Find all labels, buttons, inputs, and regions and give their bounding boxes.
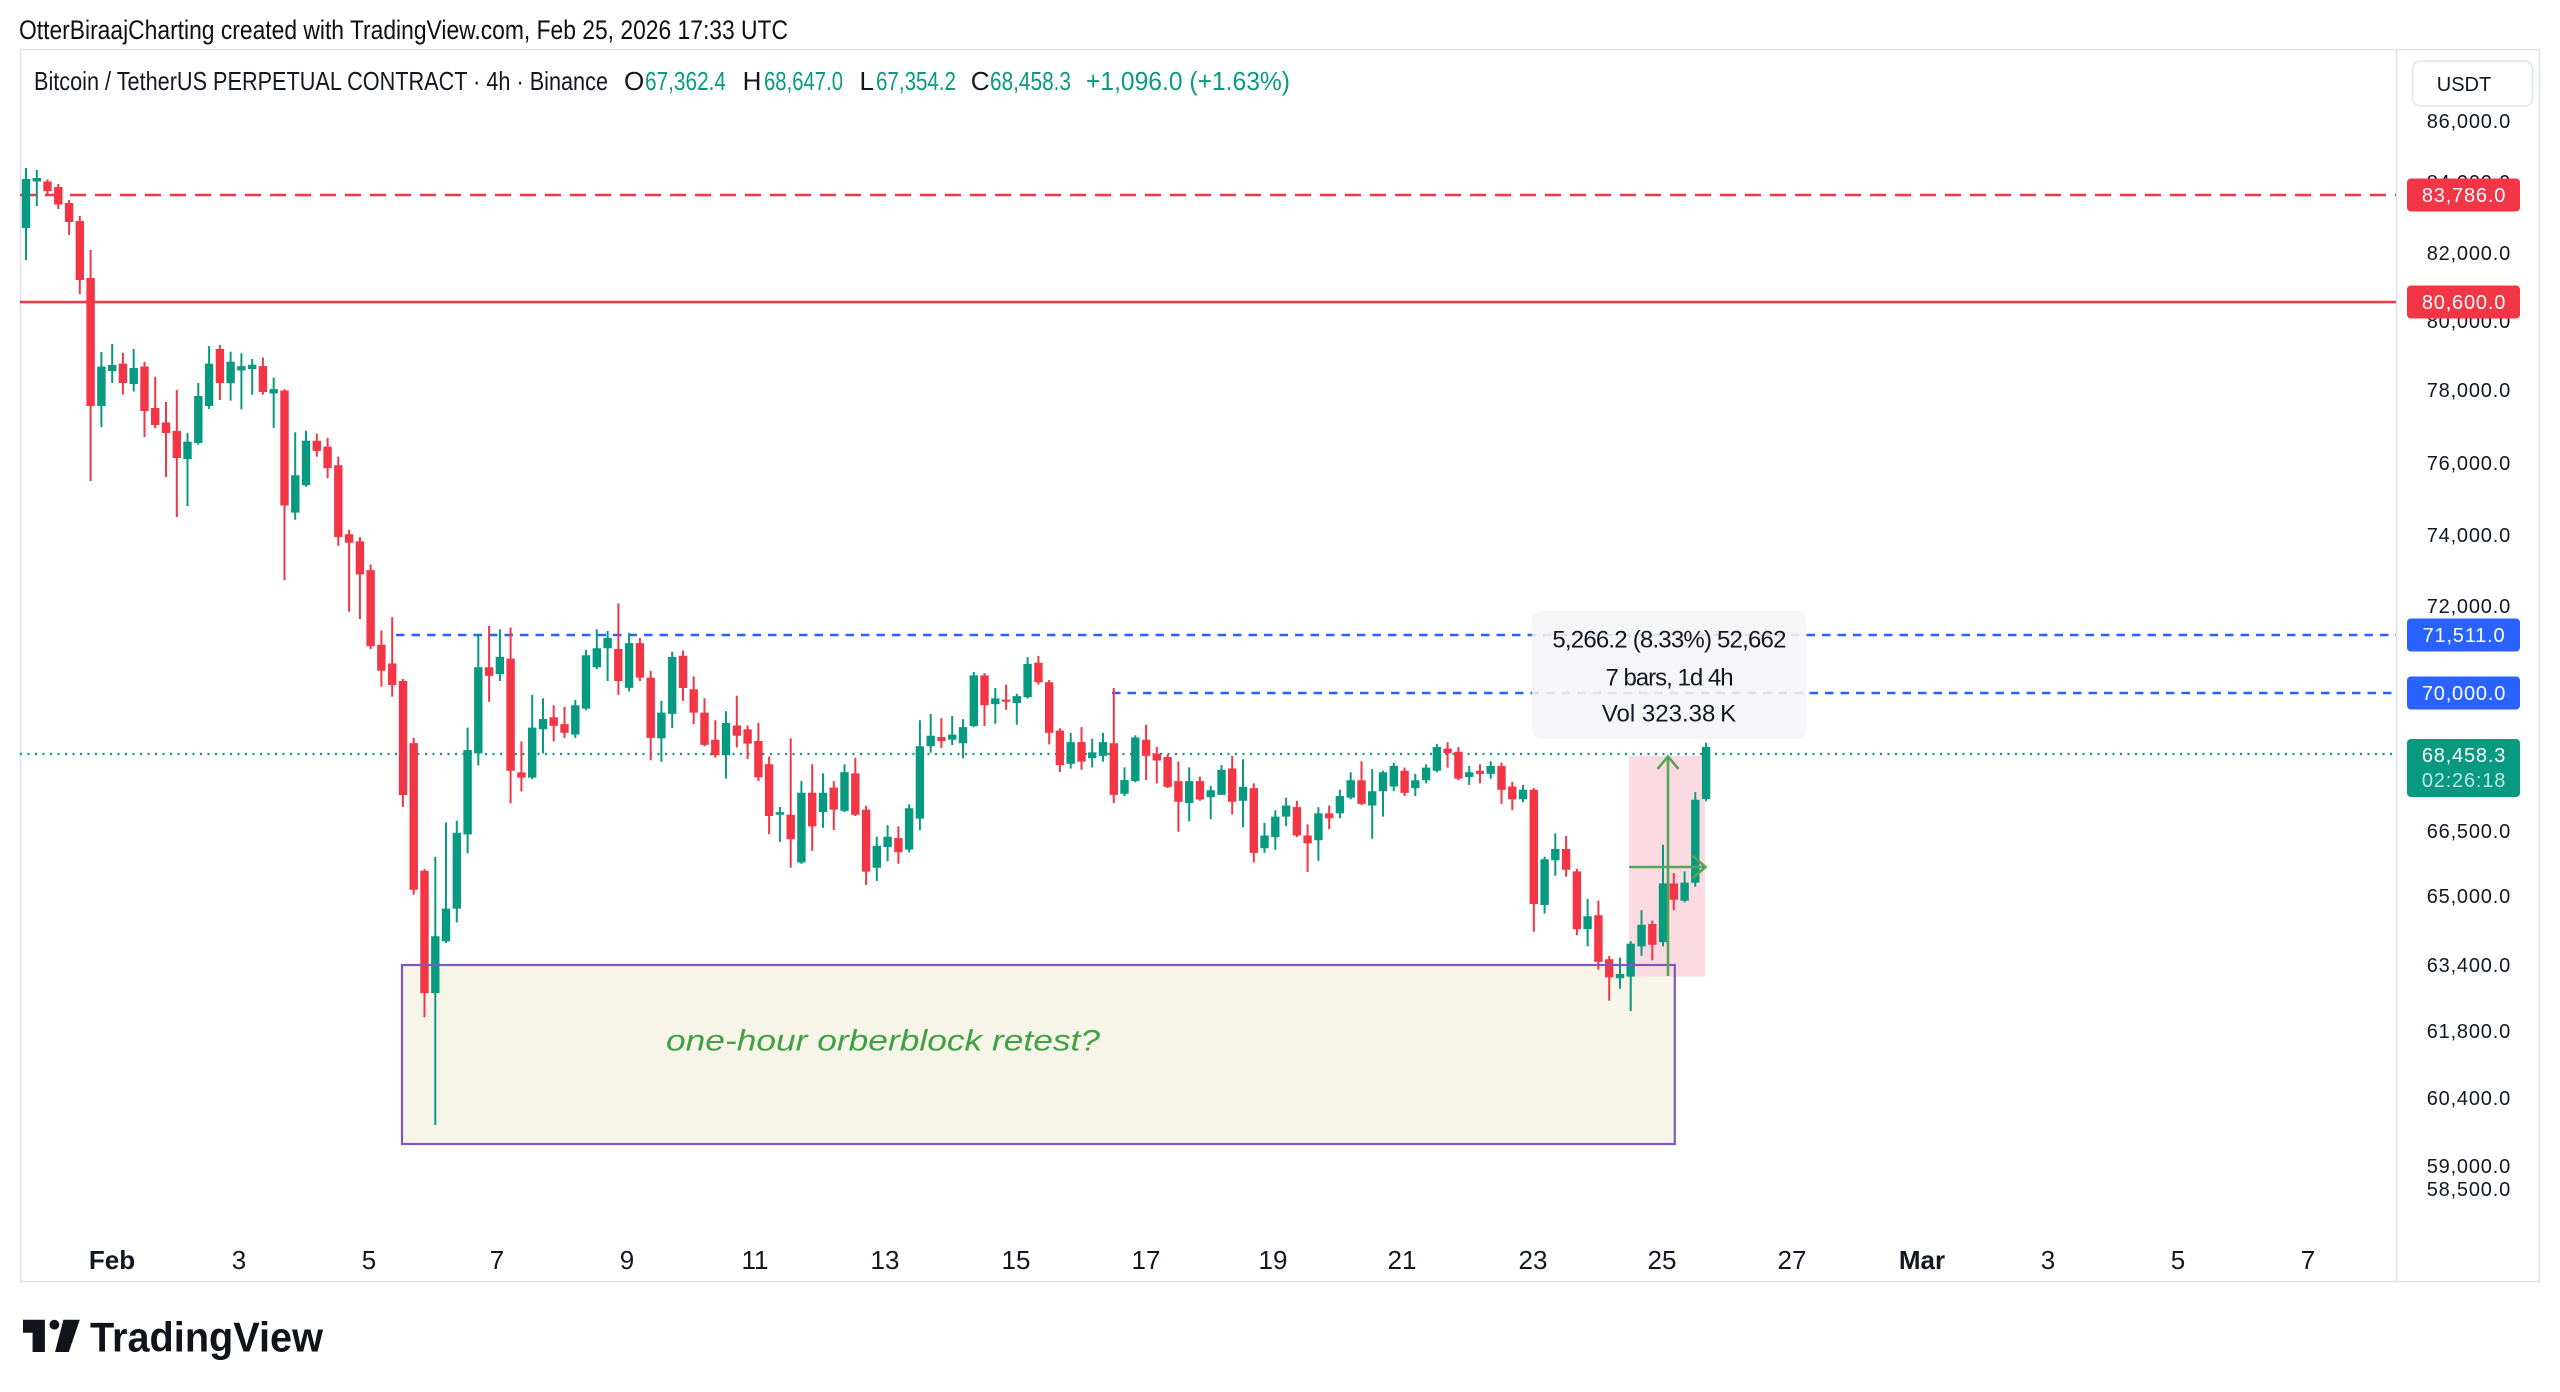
svg-text:7: 7 bbox=[490, 1245, 504, 1275]
svg-text:63,400.0: 63,400.0 bbox=[2427, 955, 2511, 977]
svg-text:3: 3 bbox=[232, 1245, 246, 1275]
svg-text:5: 5 bbox=[2171, 1245, 2185, 1275]
svg-text:72,000.0: 72,000.0 bbox=[2427, 596, 2511, 618]
svg-text:7 bars, 1d 4h: 7 bars, 1d 4h bbox=[1605, 665, 1732, 692]
svg-text:68,647.0: 68,647.0 bbox=[764, 66, 843, 96]
svg-text:74,000.0: 74,000.0 bbox=[2427, 525, 2511, 547]
svg-text:9: 9 bbox=[620, 1245, 634, 1275]
svg-text:OtterBiraajCharting created wi: OtterBiraajCharting created with Trading… bbox=[19, 15, 788, 45]
svg-text:78,000.0: 78,000.0 bbox=[2427, 380, 2511, 402]
svg-text:80,600.0: 80,600.0 bbox=[2422, 292, 2506, 314]
svg-text:68,458.3: 68,458.3 bbox=[990, 66, 1071, 96]
svg-text:83,786.0: 83,786.0 bbox=[2422, 185, 2506, 207]
svg-text:5,266.2 (8.33%) 52,662: 5,266.2 (8.33%) 52,662 bbox=[1552, 627, 1786, 654]
svg-text:19: 19 bbox=[1259, 1245, 1288, 1275]
svg-text:82,000.0: 82,000.0 bbox=[2427, 243, 2511, 265]
svg-text:27: 27 bbox=[1778, 1245, 1807, 1275]
svg-text:67,354.2: 67,354.2 bbox=[876, 66, 956, 96]
svg-text:02:26:18: 02:26:18 bbox=[2422, 770, 2506, 792]
svg-text:65,000.0: 65,000.0 bbox=[2427, 886, 2511, 908]
svg-text:58,500.0: 58,500.0 bbox=[2427, 1179, 2511, 1201]
svg-text:15: 15 bbox=[1002, 1245, 1031, 1275]
svg-text:86,000.0: 86,000.0 bbox=[2427, 111, 2511, 133]
svg-text:13: 13 bbox=[871, 1245, 900, 1275]
svg-text:3: 3 bbox=[2041, 1245, 2055, 1275]
svg-text:Vol 323.38 K: Vol 323.38 K bbox=[1602, 701, 1736, 728]
svg-text:+1,096.0 (+1.63%): +1,096.0 (+1.63%) bbox=[1086, 66, 1290, 96]
svg-text:23: 23 bbox=[1519, 1245, 1548, 1275]
svg-text:68,458.3: 68,458.3 bbox=[2422, 745, 2506, 767]
svg-text:70,000.0: 70,000.0 bbox=[2422, 683, 2506, 705]
svg-text:L: L bbox=[860, 66, 874, 96]
svg-text:C: C bbox=[971, 66, 990, 96]
svg-text:11: 11 bbox=[742, 1245, 769, 1275]
svg-text:67,362.4: 67,362.4 bbox=[645, 66, 726, 96]
svg-text:60,400.0: 60,400.0 bbox=[2427, 1088, 2511, 1110]
svg-text:Mar: Mar bbox=[1899, 1245, 1945, 1275]
svg-text:USDT: USDT bbox=[2437, 74, 2491, 96]
svg-text:71,511.0: 71,511.0 bbox=[2423, 625, 2506, 647]
svg-text:one-hour orberblock retest?: one-hour orberblock retest? bbox=[666, 1025, 1100, 1058]
svg-text:61,800.0: 61,800.0 bbox=[2427, 1021, 2511, 1043]
svg-text:TradingView: TradingView bbox=[90, 1314, 323, 1361]
svg-text:66,500.0: 66,500.0 bbox=[2427, 821, 2511, 843]
svg-text:5: 5 bbox=[362, 1245, 376, 1275]
svg-text:59,000.0: 59,000.0 bbox=[2427, 1156, 2511, 1178]
svg-text:21: 21 bbox=[1388, 1245, 1417, 1275]
svg-text:Bitcoin / TetherUS PERPETUAL C: Bitcoin / TetherUS PERPETUAL CONTRACT · … bbox=[34, 66, 608, 96]
svg-text:O: O bbox=[624, 66, 644, 96]
svg-text:7: 7 bbox=[2301, 1245, 2315, 1275]
svg-text:25: 25 bbox=[1648, 1245, 1677, 1275]
svg-text:17: 17 bbox=[1132, 1245, 1161, 1275]
svg-text:H: H bbox=[743, 66, 762, 96]
svg-text:Feb: Feb bbox=[89, 1245, 135, 1275]
svg-text:76,000.0: 76,000.0 bbox=[2427, 453, 2511, 475]
